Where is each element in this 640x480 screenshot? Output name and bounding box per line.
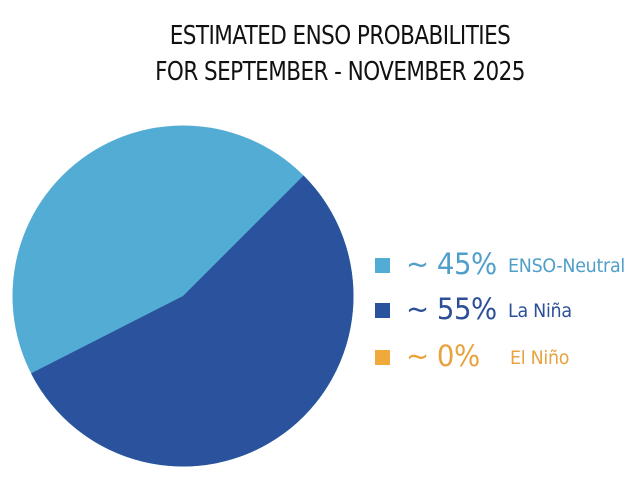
legend-swatch-el-nino (375, 350, 390, 365)
legend-swatch-la-nina (375, 303, 390, 318)
chart-title-line-2: FOR SEPTEMBER - NOVEMBER 2025 (155, 57, 525, 87)
legend-label-enso-neutral: ENSO-Neutral (508, 255, 625, 277)
legend-percent-la-nina: ~ 55% (406, 292, 497, 326)
legend-swatch-enso-neutral (375, 258, 390, 273)
legend-label-el-nino: El Niño (510, 347, 570, 369)
chart-title-line-1: ESTIMATED ENSO PROBABILITIES (169, 21, 511, 51)
pie-slice-la-nina (31, 175, 354, 467)
legend-percent-el-nino: ~ 0% (406, 339, 480, 373)
legend-item-la-nina: ~ 55% La Niña (375, 292, 640, 336)
legend-item-el-nino: ~ 0% El Niño (375, 339, 640, 383)
chart-title: ESTIMATED ENSO PROBABILITIES FOR SEPTEMB… (27, 18, 640, 90)
legend-percent-enso-neutral: ~ 45% (406, 247, 497, 281)
legend-label-la-nina: La Niña (508, 300, 572, 322)
legend-item-enso-neutral: ~ 45% ENSO-Neutral (375, 247, 640, 291)
